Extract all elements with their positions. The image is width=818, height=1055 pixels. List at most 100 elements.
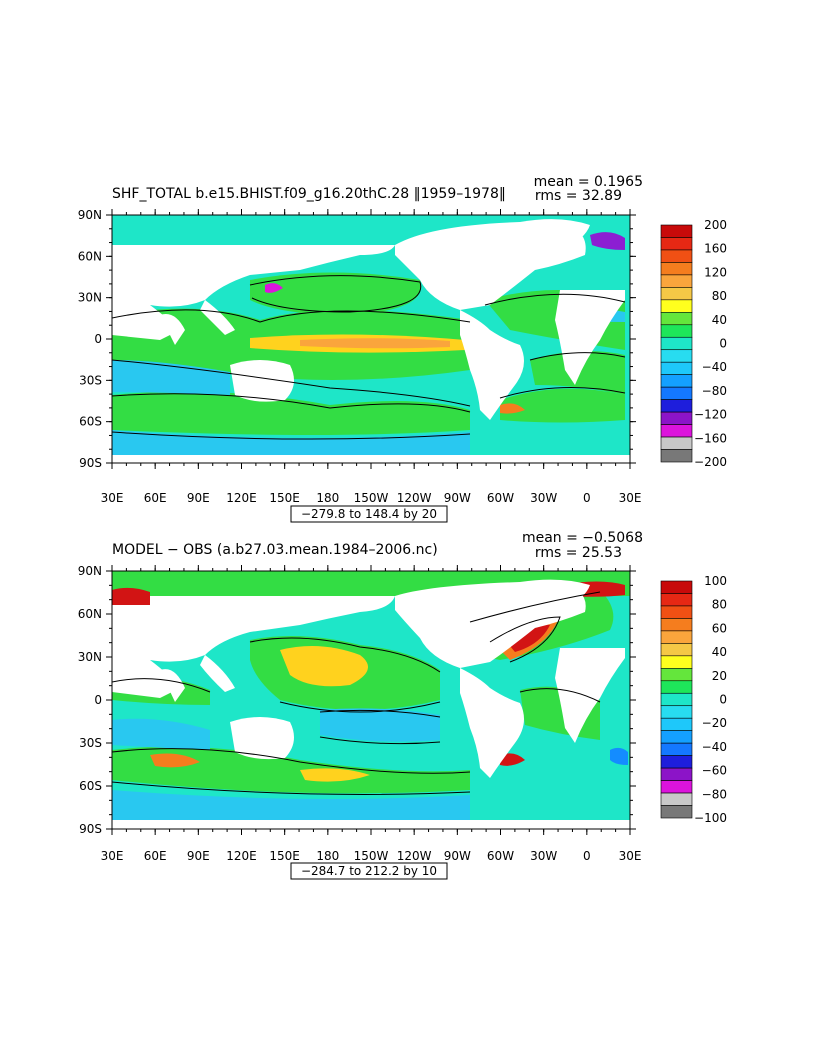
colorbar-swatch bbox=[660, 692, 693, 707]
lon-label: 150E bbox=[269, 849, 300, 863]
panel-2-range-box bbox=[290, 862, 448, 880]
colorbar-swatch bbox=[660, 411, 693, 425]
lon-label: 90E bbox=[187, 849, 210, 863]
colorbar-swatch bbox=[660, 399, 693, 413]
colorbar-swatch bbox=[660, 605, 693, 619]
colorbar-swatch bbox=[660, 680, 693, 694]
colorbar-label: 20 bbox=[712, 669, 727, 683]
panel-1-mean: mean = 0.1965 bbox=[534, 174, 643, 190]
panel-2-lon-labels: 30E 60E 90E 120E 150E 180 150W 120W 90W 60W 30W 0 30… bbox=[101, 849, 642, 863]
lat-label: 60N bbox=[78, 607, 102, 621]
panel-1-contours bbox=[112, 275, 626, 440]
colorbar-label: −20 bbox=[702, 716, 727, 730]
colorbar-swatch bbox=[660, 262, 693, 276]
lon-label: 60W bbox=[487, 849, 514, 863]
lon-label: 120E bbox=[226, 491, 257, 505]
colorbar-swatch bbox=[660, 643, 693, 657]
colorbar-label: 80 bbox=[712, 289, 727, 303]
colorbar-label: −80 bbox=[702, 787, 727, 801]
colorbar-swatch bbox=[660, 299, 693, 313]
colorbar-label: −100 bbox=[694, 811, 727, 825]
lon-label: 180 bbox=[316, 849, 339, 863]
colorbar-swatch bbox=[660, 630, 693, 644]
colorbar-swatch bbox=[660, 805, 693, 819]
colorbar-swatch bbox=[660, 336, 693, 351]
lat-label: 30S bbox=[79, 736, 102, 750]
panel-2-mean: mean = −0.5068 bbox=[522, 530, 643, 546]
colorbar-label: −120 bbox=[694, 408, 727, 422]
panel-1-range-box bbox=[290, 505, 448, 523]
colorbar-label: −40 bbox=[702, 360, 727, 374]
panel-1-lon-labels: 30E 60E 90E 120E 150E 180 150W 120W 90W 60W 30W 0 30… bbox=[101, 491, 642, 505]
colorbar-swatch bbox=[660, 274, 693, 288]
lon-label: 0 bbox=[583, 849, 591, 863]
colorbar-label: 200 bbox=[704, 218, 727, 232]
colorbar-swatch bbox=[660, 705, 693, 719]
colorbar-swatch bbox=[660, 287, 693, 301]
colorbar-label: 60 bbox=[712, 621, 727, 635]
colorbar-swatch bbox=[660, 436, 693, 450]
lon-label: 120W bbox=[397, 849, 432, 863]
colorbar-label: 160 bbox=[704, 242, 727, 256]
lat-label: 0 bbox=[94, 693, 102, 707]
panel-2-ticks bbox=[106, 565, 636, 835]
lon-label: 150W bbox=[354, 849, 389, 863]
colorbar-swatch bbox=[660, 717, 693, 731]
lon-label: 30E bbox=[101, 849, 124, 863]
panel-2-contours bbox=[112, 591, 601, 795]
colorbar-swatch bbox=[660, 730, 693, 744]
colorbar-swatch bbox=[660, 312, 693, 326]
lat-label: 30N bbox=[78, 291, 102, 305]
panel-1-map bbox=[112, 215, 630, 463]
lat-label: 90N bbox=[78, 564, 102, 578]
panel-1-range: −279.8 to 148.4 by 20 bbox=[301, 507, 437, 521]
colorbar-swatch bbox=[660, 780, 693, 794]
lat-label: 60S bbox=[79, 415, 102, 429]
colorbar-swatch bbox=[660, 580, 693, 594]
colorbar-label: −80 bbox=[702, 384, 727, 398]
lat-label: 30N bbox=[78, 650, 102, 664]
colorbar-swatch bbox=[660, 618, 693, 632]
lon-label: 0 bbox=[583, 491, 591, 505]
colorbar-label: 120 bbox=[704, 265, 727, 279]
colorbar-swatch bbox=[660, 249, 693, 263]
colorbar-swatch bbox=[660, 386, 693, 400]
panel-2-title: MODEL − OBS (a.b27.03.mean.1984–2006.nc) bbox=[112, 542, 438, 558]
colorbar-swatch bbox=[660, 349, 693, 363]
colorbar-swatch bbox=[660, 374, 693, 388]
lon-label: 30E bbox=[619, 849, 642, 863]
panel-1: SHF_TOTAL b.e15.BHIST.f09_g16.20thC.28 ‖… bbox=[78, 174, 727, 523]
colorbar-label: 0 bbox=[719, 693, 727, 707]
lon-label: 30W bbox=[530, 849, 557, 863]
colorbar-label: −200 bbox=[694, 455, 727, 469]
lon-label: 60W bbox=[487, 491, 514, 505]
colorbar-label: −40 bbox=[702, 740, 727, 754]
lon-label: 30E bbox=[619, 491, 642, 505]
lat-label: 90S bbox=[79, 456, 102, 470]
panel-1-ticks bbox=[106, 209, 636, 469]
lon-label: 60E bbox=[144, 849, 167, 863]
colorbar-label: 100 bbox=[704, 574, 727, 588]
colorbar-label: 40 bbox=[712, 313, 727, 327]
colorbar-swatch bbox=[660, 655, 693, 669]
panel-1-rms: rms = 32.89 bbox=[535, 188, 622, 204]
lat-label: 90S bbox=[79, 822, 102, 836]
lat-label: 0 bbox=[94, 332, 102, 346]
colorbar-swatch bbox=[660, 237, 693, 251]
lat-label: 30S bbox=[79, 373, 102, 387]
panel-2-rms: rms = 25.53 bbox=[535, 545, 622, 561]
panel-2-map bbox=[112, 571, 630, 829]
colorbar-swatch bbox=[660, 767, 693, 781]
colorbar-label: −160 bbox=[694, 431, 727, 445]
colorbar-swatch bbox=[660, 742, 693, 756]
lat-label: 60S bbox=[79, 779, 102, 793]
lon-label: 120W bbox=[397, 491, 432, 505]
colorbar-swatch bbox=[660, 593, 693, 607]
lon-label: 30W bbox=[530, 491, 557, 505]
panel-2-range: −284.7 to 212.2 by 10 bbox=[301, 864, 437, 878]
colorbar-swatch bbox=[660, 424, 693, 438]
lon-label: 120E bbox=[226, 849, 257, 863]
lon-label: 90E bbox=[187, 491, 210, 505]
colorbar-swatch bbox=[660, 668, 693, 682]
